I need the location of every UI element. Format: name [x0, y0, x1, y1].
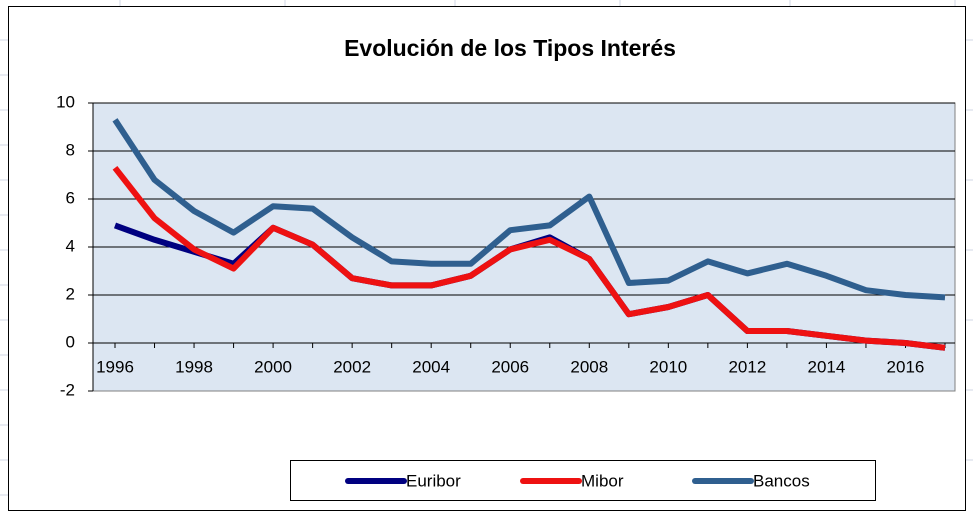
- x-tick-label: 2014: [808, 357, 846, 376]
- x-tick-label: 2006: [491, 357, 529, 376]
- legend-label: Bancos: [753, 471, 810, 490]
- x-tick-label: 2000: [254, 357, 292, 376]
- x-tick-label: 2012: [728, 357, 766, 376]
- y-tick-label: 10: [56, 92, 75, 111]
- legend-label: Mibor: [581, 471, 624, 490]
- x-tick-label: 2004: [412, 357, 450, 376]
- y-tick-label: 0: [66, 332, 75, 351]
- x-tick-label: 2016: [887, 357, 925, 376]
- chart-title: Evolución de los Tipos Interés: [344, 35, 676, 61]
- x-tick-label: 2002: [333, 357, 371, 376]
- x-tick-label: 2008: [570, 357, 608, 376]
- spreadsheet-grid: [0, 0, 973, 496]
- series-line: [112, 165, 946, 351]
- x-tick-label: 1996: [96, 357, 134, 376]
- legend-label: Euribor: [406, 471, 461, 490]
- x-tick-label: 2010: [649, 357, 687, 376]
- y-tick-label: 4: [66, 236, 75, 255]
- y-tick-label: 8: [66, 140, 75, 159]
- y-tick-label: 6: [66, 188, 75, 207]
- series-line: [112, 118, 946, 301]
- y-tick-label: 2: [66, 284, 75, 303]
- y-tick-label: -2: [60, 380, 75, 399]
- x-tick-label: 1998: [175, 357, 213, 376]
